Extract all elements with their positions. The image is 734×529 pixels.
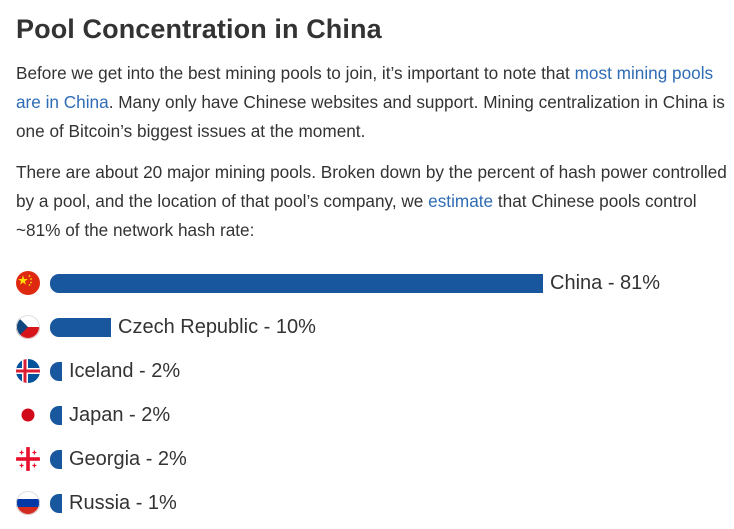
bar-row-russia: Russia - 1% xyxy=(16,481,728,525)
czech-flag-icon xyxy=(16,315,40,339)
bar-japan xyxy=(50,405,62,425)
bar-area: Georgia - 2% xyxy=(50,448,187,471)
bar-area: Iceland - 2% xyxy=(50,360,180,383)
estimate-text-after: that Chinese pools control ~81% of the n… xyxy=(16,191,697,240)
bar-label-czech-republic: Czech Republic - 10% xyxy=(118,315,316,338)
bar-row-czech-republic: Czech Republic - 10% xyxy=(16,305,728,349)
russia-flag-icon xyxy=(16,491,40,515)
intro-paragraph: Before we get into the best mining pools… xyxy=(16,59,728,146)
china-pools-link[interactable]: most mining pools are in China xyxy=(16,63,714,112)
georgia-flag-icon xyxy=(16,447,40,471)
japan-flag-icon xyxy=(16,403,40,427)
hash-rate-bar-chart: China - 81% Czech Republic - 10% Iceland -… xyxy=(16,261,728,525)
page-title: Pool Concentration in China xyxy=(16,14,382,44)
bar-area: Japan - 2% xyxy=(50,404,170,427)
bar-label-japan: Japan - 2% xyxy=(69,403,171,426)
estimate-paragraph: There are about 20 major mining pools. B… xyxy=(16,158,728,245)
bar-label-russia: Russia - 1% xyxy=(69,491,177,514)
bar-georgia xyxy=(50,449,62,469)
intro-text-after: . Many only have Chinese websites and su… xyxy=(16,92,725,141)
bar-label-iceland: Iceland - 2% xyxy=(69,359,181,382)
bar-china xyxy=(50,273,543,293)
bar-area: Czech Republic - 10% xyxy=(50,316,316,339)
bar-label-georgia: Georgia - 2% xyxy=(69,447,187,470)
bar-area: Russia - 1% xyxy=(50,492,177,515)
bar-iceland xyxy=(50,361,62,381)
estimate-text-before: There are about 20 major mining pools. B… xyxy=(16,162,727,211)
intro-text-before: Before we get into the best mining pools… xyxy=(16,63,575,83)
estimate-link[interactable]: estimate xyxy=(428,191,494,211)
bar-czech-republic xyxy=(50,317,111,337)
bar-area: China - 81% xyxy=(50,272,660,295)
bar-row-georgia: Georgia - 2% xyxy=(16,437,728,481)
bar-row-japan: Japan - 2% xyxy=(16,393,728,437)
bar-row-iceland: Iceland - 2% xyxy=(16,349,728,393)
bar-row-china: China - 81% xyxy=(16,261,728,305)
china-flag-icon xyxy=(16,271,40,295)
iceland-flag-icon xyxy=(16,359,40,383)
bar-russia xyxy=(50,493,62,513)
bar-label-china: China - 81% xyxy=(550,271,661,294)
